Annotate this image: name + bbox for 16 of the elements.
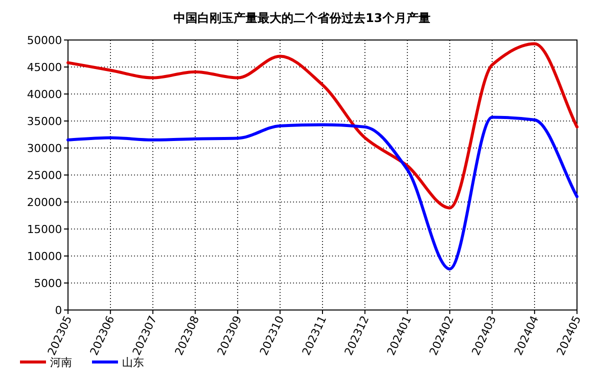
y-tick-label: 25000	[27, 169, 62, 182]
legend-label: 山东	[122, 356, 144, 369]
line-series	[66, 42, 578, 210]
y-tick-label: 50000	[27, 34, 62, 47]
y-tick-label: 30000	[27, 142, 62, 155]
line-series	[66, 116, 578, 270]
y-tick-label: 20000	[27, 196, 62, 209]
legend-label: 河南	[50, 356, 72, 369]
chart-title: 中国白刚玉产量最大的二个省份过去13个月产量	[174, 11, 430, 25]
y-tick-label: 10000	[27, 250, 62, 263]
y-tick-label: 15000	[27, 223, 62, 236]
y-tick-label: 5000	[34, 277, 62, 290]
y-tick-label: 35000	[27, 115, 62, 128]
y-tick-label: 0	[55, 304, 62, 317]
y-tick-label: 40000	[27, 88, 62, 101]
y-tick-label: 45000	[27, 61, 62, 74]
